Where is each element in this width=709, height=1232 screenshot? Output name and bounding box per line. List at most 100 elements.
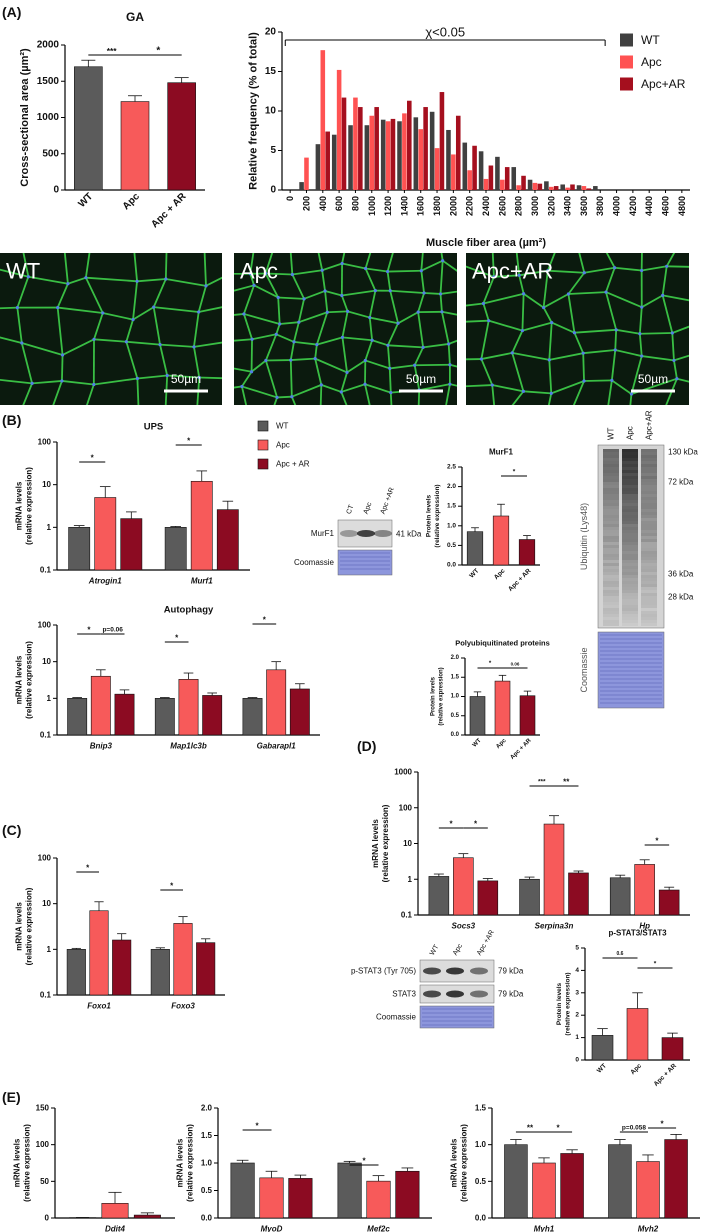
smear bbox=[603, 527, 619, 530]
fiber-edge bbox=[441, 311, 450, 345]
x-tick-label: 4600 bbox=[661, 196, 671, 216]
smear bbox=[641, 521, 657, 524]
smear bbox=[622, 509, 638, 512]
nucleus bbox=[202, 236, 205, 239]
bar bbox=[101, 1203, 129, 1219]
fiber-edge bbox=[139, 408, 166, 410]
row-label: STAT3 bbox=[392, 990, 416, 999]
smear bbox=[641, 518, 657, 521]
smear bbox=[641, 509, 657, 512]
fiber-edge bbox=[324, 290, 343, 297]
fiber-edge bbox=[249, 253, 255, 274]
bar bbox=[434, 148, 440, 190]
fiber-edge bbox=[340, 383, 366, 393]
bar bbox=[289, 688, 310, 736]
smear bbox=[622, 617, 638, 620]
nucleus bbox=[569, 410, 572, 413]
nucleus bbox=[56, 305, 60, 310]
smear bbox=[603, 566, 619, 569]
y-tick-label: 0.1 bbox=[40, 566, 52, 575]
fiber-edge bbox=[0, 336, 23, 344]
fiber-edge bbox=[574, 328, 617, 334]
fiber-edge bbox=[198, 306, 222, 313]
fiber-edge bbox=[387, 322, 399, 346]
fiber-edge bbox=[512, 352, 550, 361]
fiber-edge bbox=[222, 367, 227, 389]
smear bbox=[603, 473, 619, 476]
smear bbox=[622, 581, 638, 584]
fiber-edge bbox=[386, 271, 392, 291]
fiber-edge bbox=[548, 359, 553, 394]
nucleus bbox=[521, 389, 526, 393]
x-tick-label: 2200 bbox=[465, 196, 475, 216]
fiber-edge bbox=[369, 316, 399, 325]
bar bbox=[325, 131, 330, 190]
fiber-edge bbox=[234, 284, 255, 292]
nucleus bbox=[340, 335, 345, 339]
smear bbox=[622, 473, 638, 476]
y-tick-label: 1.0 bbox=[451, 694, 460, 700]
fiber-edge bbox=[251, 333, 277, 341]
smear bbox=[622, 584, 638, 587]
fiber-edge bbox=[387, 269, 422, 273]
bar bbox=[266, 669, 287, 736]
fiber-edge bbox=[102, 312, 134, 321]
nucleus bbox=[275, 395, 279, 400]
blot-row bbox=[337, 519, 393, 548]
fiber-edge bbox=[241, 385, 278, 399]
smear bbox=[641, 575, 657, 578]
y-tick-label: 1000 bbox=[37, 112, 60, 123]
nucleus bbox=[215, 406, 218, 409]
smear bbox=[641, 512, 657, 515]
fiber-edge bbox=[85, 276, 138, 283]
smear bbox=[641, 449, 657, 452]
nucleus bbox=[660, 416, 663, 419]
nucleus bbox=[640, 245, 643, 248]
smear bbox=[603, 458, 619, 461]
smear bbox=[603, 581, 619, 584]
y-tick-label: 1000 bbox=[394, 768, 412, 777]
chart-title: p-STAT3/STAT3 bbox=[608, 929, 667, 938]
bar bbox=[439, 92, 445, 190]
fiber-edge bbox=[449, 383, 457, 387]
nucleus bbox=[371, 414, 374, 417]
fiber-edge bbox=[341, 289, 376, 297]
nucleus bbox=[124, 340, 128, 344]
blot-band bbox=[423, 990, 441, 998]
nucleus bbox=[675, 377, 679, 381]
fiber-edge bbox=[203, 253, 207, 286]
y-axis-label: Protein levels bbox=[556, 982, 563, 1025]
x-tick-label: Bnip3 bbox=[90, 742, 113, 751]
x-axis-label: Muscle fiber area (µm²) bbox=[426, 237, 546, 249]
significance-label: * bbox=[86, 864, 90, 873]
smear bbox=[603, 506, 619, 509]
nucleus bbox=[386, 343, 390, 347]
smear bbox=[641, 530, 657, 533]
fiber-edge bbox=[440, 253, 444, 261]
smear bbox=[641, 542, 657, 545]
fiber-edge bbox=[20, 237, 64, 244]
smear bbox=[622, 521, 638, 524]
nucleus bbox=[441, 259, 445, 263]
fiber-edge bbox=[387, 344, 424, 349]
fiber-edge bbox=[364, 339, 373, 361]
nucleus bbox=[613, 266, 617, 270]
scale-label: 50µm bbox=[406, 372, 436, 386]
smear bbox=[603, 449, 619, 452]
nucleus bbox=[132, 242, 135, 245]
y-tick-label: 5 bbox=[575, 945, 579, 952]
bar bbox=[593, 186, 598, 190]
nucleus bbox=[373, 289, 377, 293]
y-axis-label: mRNA levels bbox=[450, 1138, 459, 1187]
nucleus bbox=[545, 414, 548, 417]
nucleus bbox=[84, 276, 88, 280]
smear bbox=[603, 554, 619, 557]
fiber-edge bbox=[289, 253, 294, 275]
legend-swatch bbox=[620, 77, 633, 91]
bar bbox=[478, 151, 484, 190]
fiber-edge bbox=[290, 396, 297, 405]
x-tick-label: 3000 bbox=[530, 196, 540, 216]
row-label: Coomassie bbox=[376, 1013, 417, 1022]
smear bbox=[622, 500, 638, 503]
fiber-edge bbox=[440, 290, 457, 295]
